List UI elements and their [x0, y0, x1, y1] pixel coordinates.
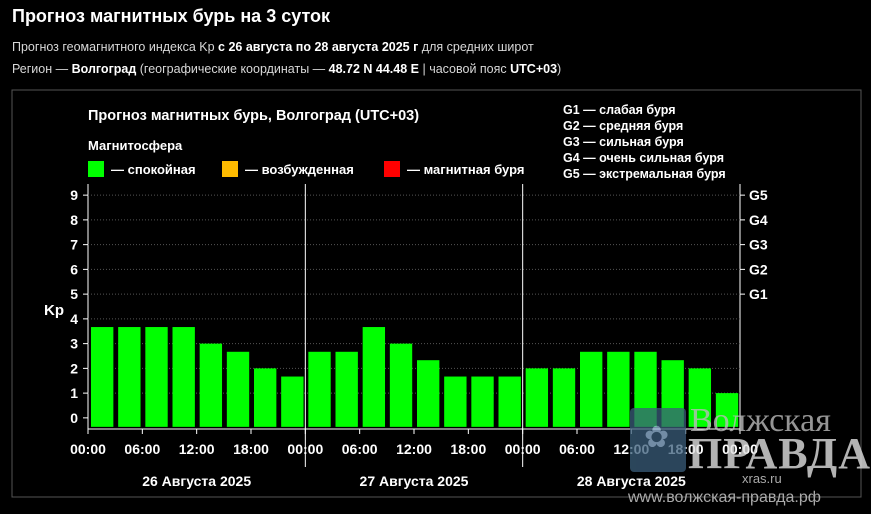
bar-3: [172, 327, 195, 427]
x-tick-label-9: 06:00: [559, 441, 595, 457]
storm-levels-legend: G1 — слабая буря G2 — средняя буря G3 — си…: [563, 103, 726, 181]
region-line: Регион — Волгоград (географические коорд…: [12, 62, 561, 76]
g-tick-label-4: G5: [749, 187, 768, 203]
bar-10: [362, 327, 386, 427]
watermark-domain: xras.ru: [742, 471, 782, 486]
timezone-value: UTC+03: [510, 62, 558, 76]
g-tick-label-0: G1: [749, 286, 768, 302]
bar-11: [389, 343, 413, 427]
y-tick-label-0: 0: [70, 410, 78, 426]
y-tick-label-8: 8: [70, 212, 78, 228]
legend-swatch-0: [88, 161, 104, 177]
watermark-line1: Волжская: [690, 402, 831, 439]
y-tick-label-5: 5: [70, 286, 78, 302]
bar-16: [525, 368, 549, 427]
watermark-logo-icon: ✿: [630, 408, 686, 472]
date-range: с 26 августа по 28 августа 2025 г: [218, 40, 419, 54]
storm-level-2: G3 — сильная буря: [563, 135, 684, 149]
day-label-0: 26 Августа 2025: [142, 473, 251, 489]
legend-title: Магнитосфера: [88, 138, 183, 153]
bar-0: [91, 327, 114, 427]
region-line-end: ): [557, 62, 562, 76]
bar-18: [580, 351, 603, 427]
chart-frame: [11, 89, 862, 498]
forecast-subtitle: Прогноз геомагнитного индекса Kp с 26 ав…: [12, 40, 534, 54]
bar-22: [688, 368, 712, 427]
bar-7: [281, 376, 304, 427]
legend-swatch-1: [222, 161, 238, 177]
y-axis-label: Kp: [44, 302, 64, 319]
page-title: Прогноз магнитных бурь на 3 суток: [12, 6, 331, 26]
day-label-2: 28 Августа 2025: [577, 473, 686, 489]
y-tick-label-9: 9: [70, 187, 78, 203]
bar-23: [715, 393, 739, 427]
storm-level-3: G4 — очень сильная буря: [563, 151, 724, 165]
g-tick-label-1: G2: [749, 261, 768, 277]
x-tick-label-4: 00:00: [287, 441, 323, 457]
y-tick-label-3: 3: [70, 336, 78, 352]
bar-8: [308, 351, 331, 427]
watermark-line2: ПРАВДА: [688, 429, 871, 478]
bar-6: [254, 368, 277, 427]
x-tick-label-0: 00:00: [70, 441, 106, 457]
region-city: Волгоград: [71, 62, 137, 76]
x-tick-label-2: 12:00: [179, 441, 215, 457]
legend-label-1: — возбужденная: [245, 162, 354, 177]
region-label: Регион —: [12, 62, 72, 76]
x-tick-label-1: 06:00: [124, 441, 160, 457]
legend-label-2: — магнитная буря: [407, 162, 524, 177]
bar-9: [335, 351, 358, 427]
bar-4: [199, 343, 223, 427]
subtitle-text: Прогноз геомагнитного индекса Kp: [12, 40, 219, 54]
legend-label-0: — спокойная: [111, 162, 196, 177]
bar-19: [607, 351, 630, 427]
bar-17: [552, 368, 576, 427]
x-tick-label-3: 18:00: [233, 441, 269, 457]
legend: — спокойная — возбужденная — магнитная бур…: [88, 161, 524, 177]
y-tick-label-1: 1: [70, 385, 78, 401]
y-tick-label-4: 4: [70, 311, 78, 327]
x-tick-label-12: 00:00: [722, 441, 758, 457]
storm-level-1: G2 — средняя буря: [563, 119, 683, 133]
bar-15: [498, 376, 521, 427]
storm-level-4: G5 — экстремальная буря: [563, 167, 726, 181]
chart-title: Прогноз магнитных бурь, Волгоград (UTC+0…: [88, 108, 419, 124]
bar-2: [145, 327, 168, 427]
g-tick-label-2: G3: [749, 237, 768, 253]
bar-1: [118, 327, 141, 427]
day-label-1: 27 Августа 2025: [360, 473, 469, 489]
y-tick-label-2: 2: [70, 360, 78, 376]
x-tick-label-7: 18:00: [450, 441, 486, 457]
x-tick-label-5: 06:00: [342, 441, 378, 457]
coords-value: 48.72 N 44.48 E: [328, 62, 419, 76]
x-tick-label-6: 12:00: [396, 441, 432, 457]
timezone-label: | часовой пояс: [419, 62, 511, 76]
bar-12: [417, 360, 440, 427]
y-tick-label-7: 7: [70, 237, 78, 253]
g-tick-label-3: G4: [749, 212, 768, 228]
coords-label: (географические координаты —: [136, 62, 329, 76]
bar-14: [471, 376, 494, 427]
legend-swatch-2: [384, 161, 400, 177]
subtitle-text-end: для средних широт: [418, 40, 534, 54]
storm-level-0: G1 — слабая буря: [563, 103, 676, 117]
bar-13: [444, 376, 467, 427]
y-tick-label-6: 6: [70, 261, 78, 277]
x-tick-label-8: 00:00: [505, 441, 541, 457]
watermark-url: www.волжская-правда.рф: [628, 489, 821, 506]
bar-5: [226, 351, 250, 427]
